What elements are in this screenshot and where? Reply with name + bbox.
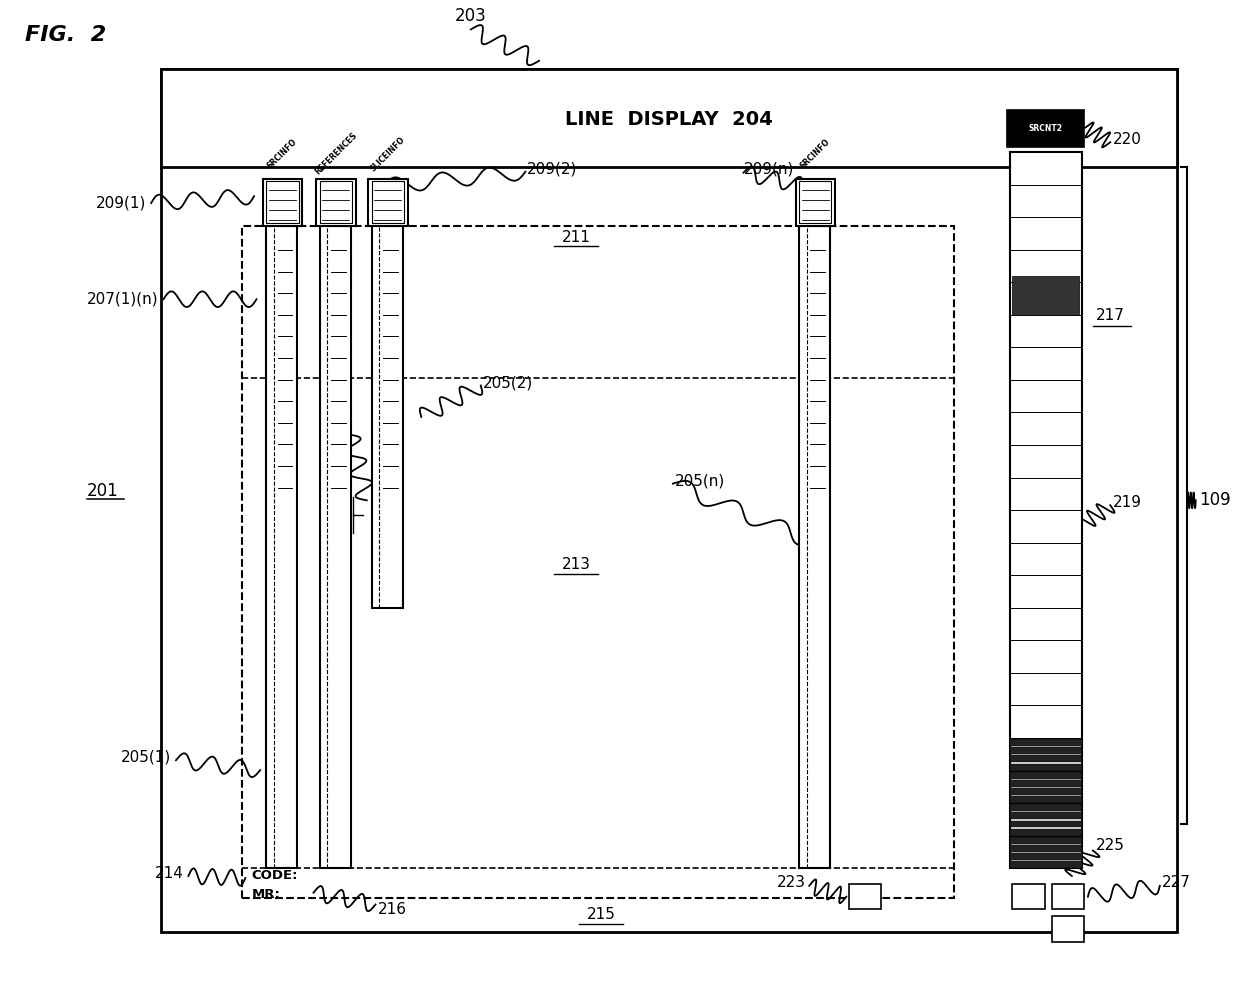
Text: 217: 217 bbox=[1095, 308, 1125, 324]
Text: 206: 206 bbox=[317, 424, 347, 439]
Text: 216: 216 bbox=[378, 902, 407, 917]
Bar bbox=[263, 179, 303, 226]
Bar bbox=[1012, 884, 1044, 909]
Bar bbox=[1009, 740, 1081, 747]
Bar bbox=[1009, 755, 1081, 762]
Bar bbox=[242, 226, 954, 898]
Bar bbox=[372, 226, 403, 608]
Bar bbox=[1009, 837, 1081, 844]
Text: 205(2): 205(2) bbox=[484, 375, 533, 390]
Bar bbox=[1009, 820, 1081, 828]
Text: MR:: MR: bbox=[252, 888, 280, 902]
Text: 223: 223 bbox=[776, 875, 806, 891]
Bar bbox=[1009, 812, 1081, 819]
Bar bbox=[1009, 853, 1081, 860]
Bar bbox=[800, 181, 832, 223]
Bar bbox=[368, 179, 408, 226]
Bar bbox=[1052, 916, 1084, 942]
Bar bbox=[1009, 780, 1081, 787]
Text: CODE:: CODE: bbox=[252, 868, 298, 882]
Text: LINE  DISPLAY  204: LINE DISPLAY 204 bbox=[565, 110, 773, 129]
Text: 214: 214 bbox=[155, 865, 184, 881]
Text: 209(2): 209(2) bbox=[527, 161, 577, 177]
Text: 220: 220 bbox=[1112, 131, 1142, 147]
Bar bbox=[800, 226, 831, 868]
Bar bbox=[320, 226, 351, 868]
Bar bbox=[1009, 788, 1081, 795]
Bar bbox=[161, 69, 1177, 932]
Bar bbox=[1007, 110, 1084, 147]
Text: 209(1): 209(1) bbox=[95, 195, 146, 211]
Text: 207(1)(n): 207(1)(n) bbox=[87, 291, 159, 307]
Text: REFERENCES: REFERENCES bbox=[312, 131, 358, 177]
Text: 211: 211 bbox=[562, 230, 590, 245]
Bar bbox=[372, 181, 404, 223]
Bar bbox=[1009, 772, 1081, 779]
Bar bbox=[796, 179, 836, 226]
Text: SLICEINFO: SLICEINFO bbox=[368, 134, 407, 174]
Text: 227: 227 bbox=[1162, 875, 1192, 891]
Bar bbox=[267, 181, 299, 223]
Bar bbox=[1009, 804, 1081, 811]
Bar bbox=[1052, 884, 1084, 909]
Bar bbox=[1009, 861, 1081, 868]
Text: 225: 225 bbox=[1095, 838, 1125, 853]
Text: SRCINFO: SRCINFO bbox=[799, 137, 832, 171]
Bar bbox=[849, 884, 880, 909]
Text: 205(1): 205(1) bbox=[120, 749, 171, 765]
Bar bbox=[161, 69, 1177, 167]
Bar bbox=[1012, 276, 1079, 315]
Bar bbox=[1009, 152, 1081, 868]
Text: 219: 219 bbox=[1112, 494, 1142, 510]
Bar bbox=[316, 179, 356, 226]
Bar bbox=[320, 181, 352, 223]
Text: SRCNT2: SRCNT2 bbox=[1029, 124, 1063, 133]
Bar bbox=[1009, 797, 1081, 803]
Bar bbox=[1009, 829, 1081, 836]
Bar bbox=[1009, 763, 1081, 770]
Text: 109: 109 bbox=[1199, 491, 1231, 509]
Text: 201: 201 bbox=[87, 482, 119, 499]
Bar bbox=[1009, 845, 1081, 852]
Text: 209(n): 209(n) bbox=[744, 161, 794, 177]
Text: FIG.  2: FIG. 2 bbox=[25, 25, 107, 44]
Bar bbox=[1009, 748, 1081, 754]
Text: 203: 203 bbox=[455, 7, 487, 25]
Text: 205(n): 205(n) bbox=[676, 473, 725, 489]
Text: SRCINFO: SRCINFO bbox=[265, 137, 299, 171]
Bar bbox=[267, 226, 298, 868]
Text: 215: 215 bbox=[587, 906, 615, 922]
Text: 213: 213 bbox=[562, 556, 590, 572]
